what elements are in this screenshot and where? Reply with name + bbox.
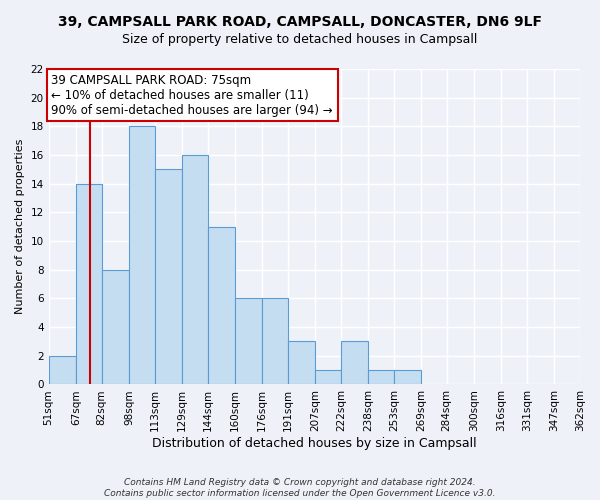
Text: 39 CAMPSALL PARK ROAD: 75sqm
← 10% of detached houses are smaller (11)
90% of se: 39 CAMPSALL PARK ROAD: 75sqm ← 10% of de…: [52, 74, 333, 116]
Bar: [394, 370, 421, 384]
Y-axis label: Number of detached properties: Number of detached properties: [15, 139, 25, 314]
Bar: [208, 226, 235, 384]
Bar: [368, 370, 394, 384]
Bar: [76, 184, 101, 384]
Bar: [262, 298, 288, 384]
Bar: [235, 298, 262, 384]
Bar: [341, 342, 368, 384]
Bar: [49, 356, 76, 384]
Bar: [101, 270, 129, 384]
Bar: [155, 170, 182, 384]
Bar: [129, 126, 155, 384]
Bar: [182, 155, 208, 384]
Text: Contains HM Land Registry data © Crown copyright and database right 2024.
Contai: Contains HM Land Registry data © Crown c…: [104, 478, 496, 498]
Text: Size of property relative to detached houses in Campsall: Size of property relative to detached ho…: [122, 32, 478, 46]
Text: 39, CAMPSALL PARK ROAD, CAMPSALL, DONCASTER, DN6 9LF: 39, CAMPSALL PARK ROAD, CAMPSALL, DONCAS…: [58, 15, 542, 29]
Bar: [315, 370, 341, 384]
X-axis label: Distribution of detached houses by size in Campsall: Distribution of detached houses by size …: [152, 437, 476, 450]
Bar: [288, 342, 315, 384]
